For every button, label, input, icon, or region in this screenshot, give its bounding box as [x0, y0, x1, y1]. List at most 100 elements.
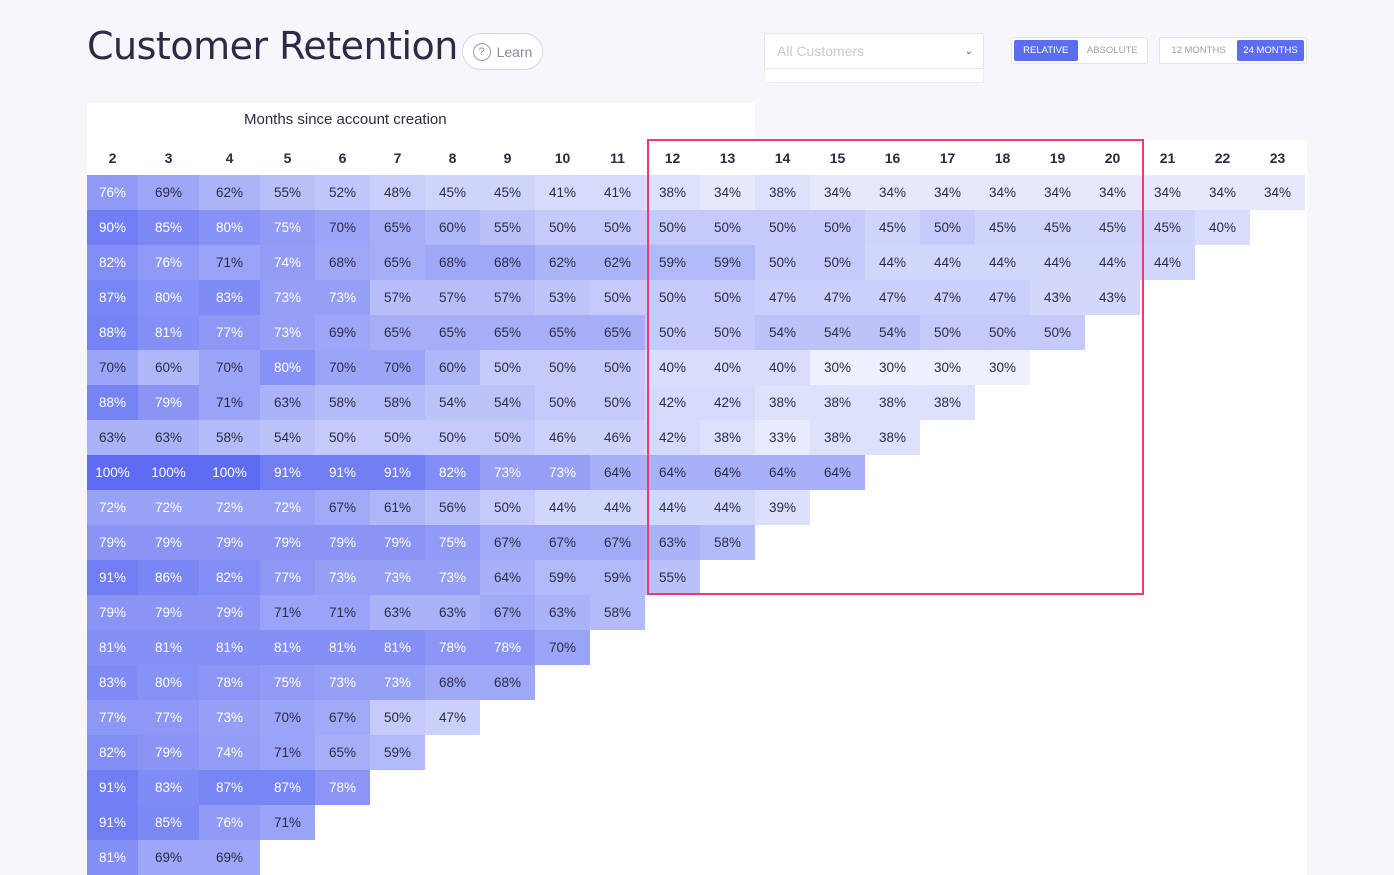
retention-cell: 60%	[425, 350, 480, 385]
chevron-down-icon: ⌄	[964, 46, 973, 57]
question-circle-icon: ?	[472, 42, 491, 61]
retention-cell: 75%	[425, 525, 480, 560]
retention-cell: 58%	[700, 525, 755, 560]
customer-filter-select[interactable]: All Customers ⌄	[764, 33, 984, 69]
retention-cell: 78%	[315, 770, 370, 805]
retention-cell: 30%	[975, 350, 1030, 385]
retention-cell: 67%	[535, 525, 590, 560]
24-months-option[interactable]: 24 MONTHS	[1236, 40, 1304, 61]
retention-cell: 80%	[260, 350, 315, 385]
retention-cell: 34%	[1085, 175, 1140, 210]
retention-cell: 74%	[260, 245, 315, 280]
retention-cell: 34%	[865, 175, 920, 210]
retention-cell: 50%	[700, 280, 755, 315]
retention-cell: 72%	[87, 490, 138, 525]
retention-cell: 50%	[370, 700, 425, 735]
retention-cell: 79%	[87, 525, 138, 560]
retention-cell: 65%	[425, 315, 480, 350]
retention-cell: 87%	[199, 770, 260, 805]
retention-cell: 50%	[535, 210, 590, 245]
retention-cell: 42%	[645, 385, 700, 420]
retention-cell: 78%	[199, 665, 260, 700]
column-header: 13	[700, 140, 755, 175]
retention-cell: 76%	[199, 805, 260, 840]
retention-cell: 38%	[920, 385, 975, 420]
retention-cell: 85%	[138, 210, 199, 245]
absolute-option[interactable]: ABSOLUTE	[1086, 45, 1138, 56]
column-header: 21	[1140, 140, 1195, 175]
retention-cell: 43%	[1030, 280, 1085, 315]
retention-cell: 79%	[138, 595, 199, 630]
retention-cell: 68%	[425, 665, 480, 700]
retention-cell: 40%	[645, 350, 700, 385]
retention-cell: 81%	[260, 630, 315, 665]
retention-cell: 80%	[199, 210, 260, 245]
retention-cell: 67%	[590, 525, 645, 560]
retention-cell: 45%	[1030, 210, 1085, 245]
column-header: 17	[920, 140, 975, 175]
retention-cell: 61%	[370, 490, 425, 525]
retention-cell: 73%	[315, 560, 370, 595]
learn-button[interactable]: ? Learn	[462, 33, 543, 70]
retention-cell: 62%	[535, 245, 590, 280]
retention-cell: 58%	[199, 420, 260, 455]
retention-cell: 68%	[425, 245, 480, 280]
retention-cell: 73%	[260, 315, 315, 350]
column-header: 10	[535, 140, 590, 175]
retention-cell: 69%	[138, 840, 199, 875]
retention-cell: 63%	[425, 595, 480, 630]
retention-cell: 50%	[590, 210, 645, 245]
retention-cell: 72%	[199, 490, 260, 525]
retention-cell: 45%	[975, 210, 1030, 245]
retention-cell: 41%	[590, 175, 645, 210]
12-months-option[interactable]: 12 MONTHS	[1171, 45, 1226, 56]
retention-cell: 100%	[199, 455, 260, 490]
retention-cell: 34%	[700, 175, 755, 210]
retention-cell: 79%	[138, 385, 199, 420]
retention-cell: 50%	[755, 245, 810, 280]
retention-cell: 77%	[87, 700, 138, 735]
column-header: 9	[480, 140, 535, 175]
retention-cell: 55%	[480, 210, 535, 245]
table-caption: Months since account creation	[244, 111, 447, 128]
retention-cell: 59%	[535, 560, 590, 595]
column-header: 11	[590, 140, 645, 175]
retention-cell: 44%	[535, 490, 590, 525]
retention-cell: 39%	[755, 490, 810, 525]
customer-filter-placeholder: All Customers	[777, 43, 865, 59]
retention-cell: 56%	[425, 490, 480, 525]
retention-cell: 70%	[315, 210, 370, 245]
retention-cell: 71%	[315, 595, 370, 630]
retention-cell: 40%	[755, 350, 810, 385]
retention-cell: 54%	[260, 420, 315, 455]
retention-cell: 50%	[645, 210, 700, 245]
retention-cell: 50%	[480, 420, 535, 455]
retention-cell: 68%	[480, 665, 535, 700]
retention-cell: 54%	[755, 315, 810, 350]
retention-cell: 81%	[370, 630, 425, 665]
retention-cell: 82%	[199, 560, 260, 595]
retention-cell: 50%	[810, 210, 865, 245]
column-header: 23	[1250, 140, 1305, 175]
retention-cell: 63%	[260, 385, 315, 420]
retention-cell: 38%	[810, 385, 865, 420]
retention-cell: 70%	[87, 350, 138, 385]
retention-cell: 54%	[865, 315, 920, 350]
column-header: 7	[370, 140, 425, 175]
retention-cell: 75%	[260, 210, 315, 245]
retention-cell: 34%	[810, 175, 865, 210]
range-toggle: 12 MONTHS 24 MONTHS	[1159, 37, 1307, 64]
retention-cell: 80%	[138, 280, 199, 315]
retention-cell: 73%	[370, 665, 425, 700]
relative-option[interactable]: RELATIVE	[1014, 40, 1078, 61]
retention-cell: 69%	[138, 175, 199, 210]
retention-cell: 55%	[645, 560, 700, 595]
retention-cell: 91%	[87, 805, 138, 840]
column-header: 2	[87, 140, 138, 175]
retention-cell: 77%	[199, 315, 260, 350]
retention-cell: 78%	[480, 630, 535, 665]
retention-cell: 38%	[755, 175, 810, 210]
retention-cell: 45%	[1085, 210, 1140, 245]
column-header: 18	[975, 140, 1030, 175]
retention-cell: 64%	[645, 455, 700, 490]
